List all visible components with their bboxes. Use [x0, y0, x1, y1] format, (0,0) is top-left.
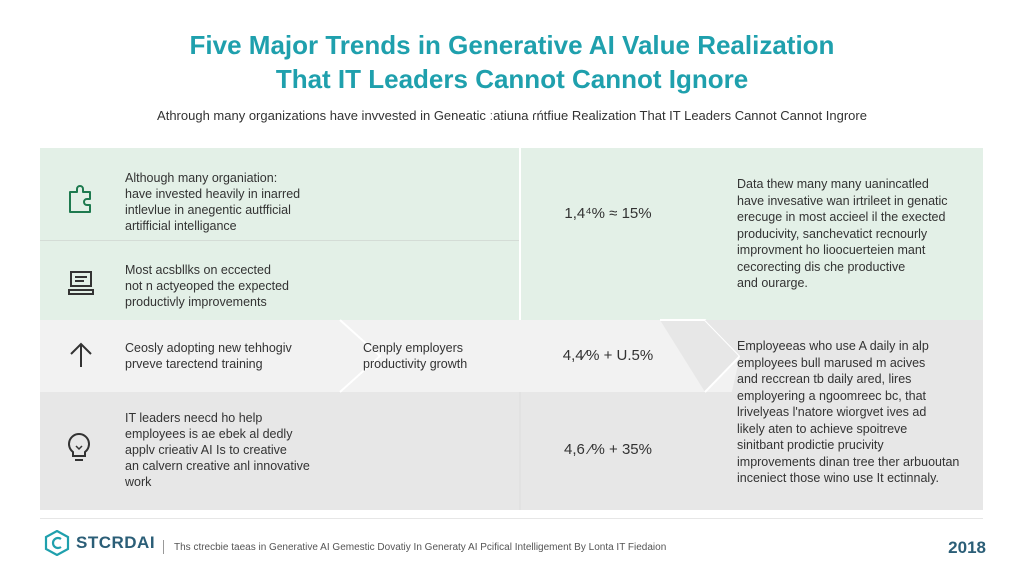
side-note-1: Data thew many many uanincatled have inve… [737, 177, 948, 290]
arrow-up-icon [64, 338, 98, 372]
title-line-1: Five Major Trends in Generative AI Value… [189, 30, 835, 60]
middle-note: Cenply employers productivity growth [363, 341, 468, 371]
lightbulb-icon [62, 430, 96, 464]
stat-2: 4,4⁄% + U.5% [562, 347, 654, 364]
stat-3: 4,6 ⁄% + 35% [564, 441, 652, 458]
trends-panel: Although many organiation: have invested … [40, 148, 983, 510]
green-band-right [705, 148, 983, 320]
row-1-text: Although many organiation: have invested … [125, 171, 301, 233]
footer-separator [163, 540, 164, 554]
green-band [40, 148, 705, 320]
stat-1: 1,4⁴% ≈ 15% [564, 205, 652, 222]
footer-divider [40, 518, 983, 519]
row-3-text: Ceosly adopting new tehhogiv prveve tarec… [125, 341, 292, 371]
footer-year: 2018 [948, 538, 986, 557]
chevron-shapes [339, 148, 983, 510]
brand-logo: STCRDAI [44, 530, 155, 556]
title-line-2: That IT Leaders Cannot Cannot Ignore [275, 64, 749, 94]
puzzle-icon [64, 182, 98, 216]
row-4-text: IT leaders neecd ho help employees is ae … [125, 411, 310, 489]
hexagon-logo-icon [44, 530, 70, 556]
row-2-text: Most acsbllks on eccected not n actyeoped… [125, 263, 290, 309]
page-title: Five Major Trends in Generative AI Value… [0, 28, 1024, 96]
side-note-2: Employeeas who use A daily in alp employe… [737, 339, 960, 485]
page-subtitle: Athrough many organizations have invvest… [157, 108, 867, 123]
brand-name: STCRDAI [76, 533, 156, 552]
row-divider [40, 240, 520, 241]
document-icon [64, 266, 98, 300]
footer-caption: Ths ctrecbie taeas in Generative AI Geme… [174, 542, 667, 553]
